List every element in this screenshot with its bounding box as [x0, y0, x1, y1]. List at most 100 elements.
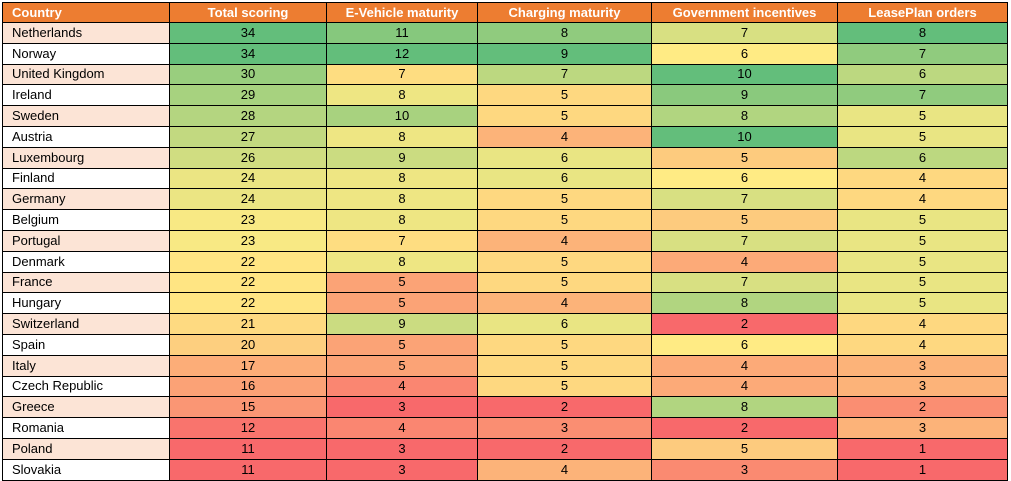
cell-total-scoring: 11 [169, 458, 327, 481]
table-row: Germany 24 8 5 7 4 [2, 188, 1008, 211]
cell-e-vehicle-maturity: 4 [326, 417, 478, 439]
header-row: Country Total scoring E-Vehicle maturity… [2, 2, 1008, 23]
cell-total-scoring: 28 [169, 105, 327, 127]
cell-government-incentives: 5 [651, 437, 838, 460]
cell-government-incentives: 9 [651, 84, 838, 107]
cell-charging-maturity: 4 [477, 229, 652, 252]
cell-total-scoring: 23 [169, 209, 327, 231]
cell-government-incentives: 4 [651, 375, 838, 398]
cell-total-scoring: 21 [169, 313, 327, 335]
cell-charging-maturity: 4 [477, 125, 652, 148]
cell-leaseplan-orders: 3 [837, 417, 1008, 439]
cell-e-vehicle-maturity: 8 [326, 84, 478, 107]
cell-e-vehicle-maturity: 10 [326, 105, 478, 127]
cell-government-incentives: 4 [651, 250, 838, 273]
cell-leaseplan-orders: 5 [837, 229, 1008, 252]
table-row: Hungary 22 5 4 8 5 [2, 292, 1008, 315]
cell-charging-maturity: 5 [477, 209, 652, 231]
cell-charging-maturity: 5 [477, 333, 652, 356]
cell-country: Switzerland [2, 313, 170, 335]
cell-charging-maturity: 5 [477, 271, 652, 294]
table-row: Poland 11 3 2 5 1 [2, 437, 1008, 460]
cell-country: Austria [2, 125, 170, 148]
cell-leaseplan-orders: 3 [837, 375, 1008, 398]
cell-total-scoring: 11 [169, 437, 327, 460]
cell-government-incentives: 5 [651, 209, 838, 231]
table-row: Greece 15 3 2 8 2 [2, 396, 1008, 419]
cell-e-vehicle-maturity: 11 [326, 22, 478, 44]
cell-total-scoring: 26 [169, 146, 327, 169]
cell-total-scoring: 16 [169, 375, 327, 398]
cell-country: Finland [2, 167, 170, 190]
cell-country: France [2, 271, 170, 294]
cell-government-incentives: 5 [651, 146, 838, 169]
cell-leaseplan-orders: 1 [837, 458, 1008, 481]
cell-leaseplan-orders: 3 [837, 354, 1008, 377]
cell-total-scoring: 29 [169, 84, 327, 107]
table-row: Denmark 22 8 5 4 5 [2, 250, 1008, 273]
cell-charging-maturity: 3 [477, 417, 652, 439]
cell-leaseplan-orders: 4 [837, 167, 1008, 190]
cell-country: Poland [2, 437, 170, 460]
cell-country: Netherlands [2, 22, 170, 44]
table-row: Romania 12 4 3 2 3 [2, 417, 1008, 439]
cell-charging-maturity: 6 [477, 313, 652, 335]
table-row: Czech Republic 16 4 5 4 3 [2, 375, 1008, 398]
cell-total-scoring: 15 [169, 396, 327, 419]
cell-government-incentives: 4 [651, 354, 838, 377]
cell-charging-maturity: 5 [477, 375, 652, 398]
table-row: United Kingdom 30 7 7 10 6 [2, 63, 1008, 86]
cell-government-incentives: 8 [651, 105, 838, 127]
column-header-total-scoring: Total scoring [169, 2, 327, 23]
cell-charging-maturity: 2 [477, 437, 652, 460]
table-row: Finland 24 8 6 6 4 [2, 167, 1008, 190]
cell-charging-maturity: 7 [477, 63, 652, 86]
cell-total-scoring: 22 [169, 271, 327, 294]
cell-charging-maturity: 4 [477, 292, 652, 315]
cell-total-scoring: 23 [169, 229, 327, 252]
cell-e-vehicle-maturity: 8 [326, 250, 478, 273]
table-row: Portugal 23 7 4 7 5 [2, 229, 1008, 252]
cell-leaseplan-orders: 5 [837, 105, 1008, 127]
cell-government-incentives: 10 [651, 63, 838, 86]
cell-country: Italy [2, 354, 170, 377]
column-header-e-vehicle-maturity: E-Vehicle maturity [326, 2, 478, 23]
cell-government-incentives: 7 [651, 188, 838, 211]
cell-government-incentives: 6 [651, 333, 838, 356]
cell-charging-maturity: 4 [477, 458, 652, 481]
table-row: France 22 5 5 7 5 [2, 271, 1008, 294]
cell-leaseplan-orders: 6 [837, 146, 1008, 169]
cell-leaseplan-orders: 6 [837, 63, 1008, 86]
cell-government-incentives: 6 [651, 42, 838, 65]
cell-leaseplan-orders: 5 [837, 271, 1008, 294]
table-row: Ireland 29 8 5 9 7 [2, 84, 1008, 107]
cell-government-incentives: 2 [651, 313, 838, 335]
cell-e-vehicle-maturity: 12 [326, 42, 478, 65]
cell-e-vehicle-maturity: 9 [326, 313, 478, 335]
cell-total-scoring: 34 [169, 42, 327, 65]
table-row: Austria 27 8 4 10 5 [2, 125, 1008, 148]
cell-total-scoring: 17 [169, 354, 327, 377]
table-row: Italy 17 5 5 4 3 [2, 354, 1008, 377]
table-row: Norway 34 12 9 6 7 [2, 42, 1008, 65]
cell-charging-maturity: 5 [477, 354, 652, 377]
table-row: Belgium 23 8 5 5 5 [2, 209, 1008, 231]
column-header-leaseplan-orders: LeasePlan orders [837, 2, 1008, 23]
cell-country: Czech Republic [2, 375, 170, 398]
cell-total-scoring: 22 [169, 250, 327, 273]
cell-leaseplan-orders: 4 [837, 313, 1008, 335]
column-header-charging-maturity: Charging maturity [477, 2, 652, 23]
cell-leaseplan-orders: 4 [837, 333, 1008, 356]
cell-total-scoring: 27 [169, 125, 327, 148]
cell-leaseplan-orders: 7 [837, 84, 1008, 107]
table-body: Netherlands 34 11 8 7 8 Norway 34 12 9 6 7 United Ki… [2, 22, 1008, 481]
cell-charging-maturity: 8 [477, 22, 652, 44]
cell-leaseplan-orders: 5 [837, 292, 1008, 315]
cell-government-incentives: 7 [651, 229, 838, 252]
cell-government-incentives: 6 [651, 167, 838, 190]
table-row: Netherlands 34 11 8 7 8 [2, 22, 1008, 44]
cell-charging-maturity: 2 [477, 396, 652, 419]
cell-charging-maturity: 5 [477, 188, 652, 211]
